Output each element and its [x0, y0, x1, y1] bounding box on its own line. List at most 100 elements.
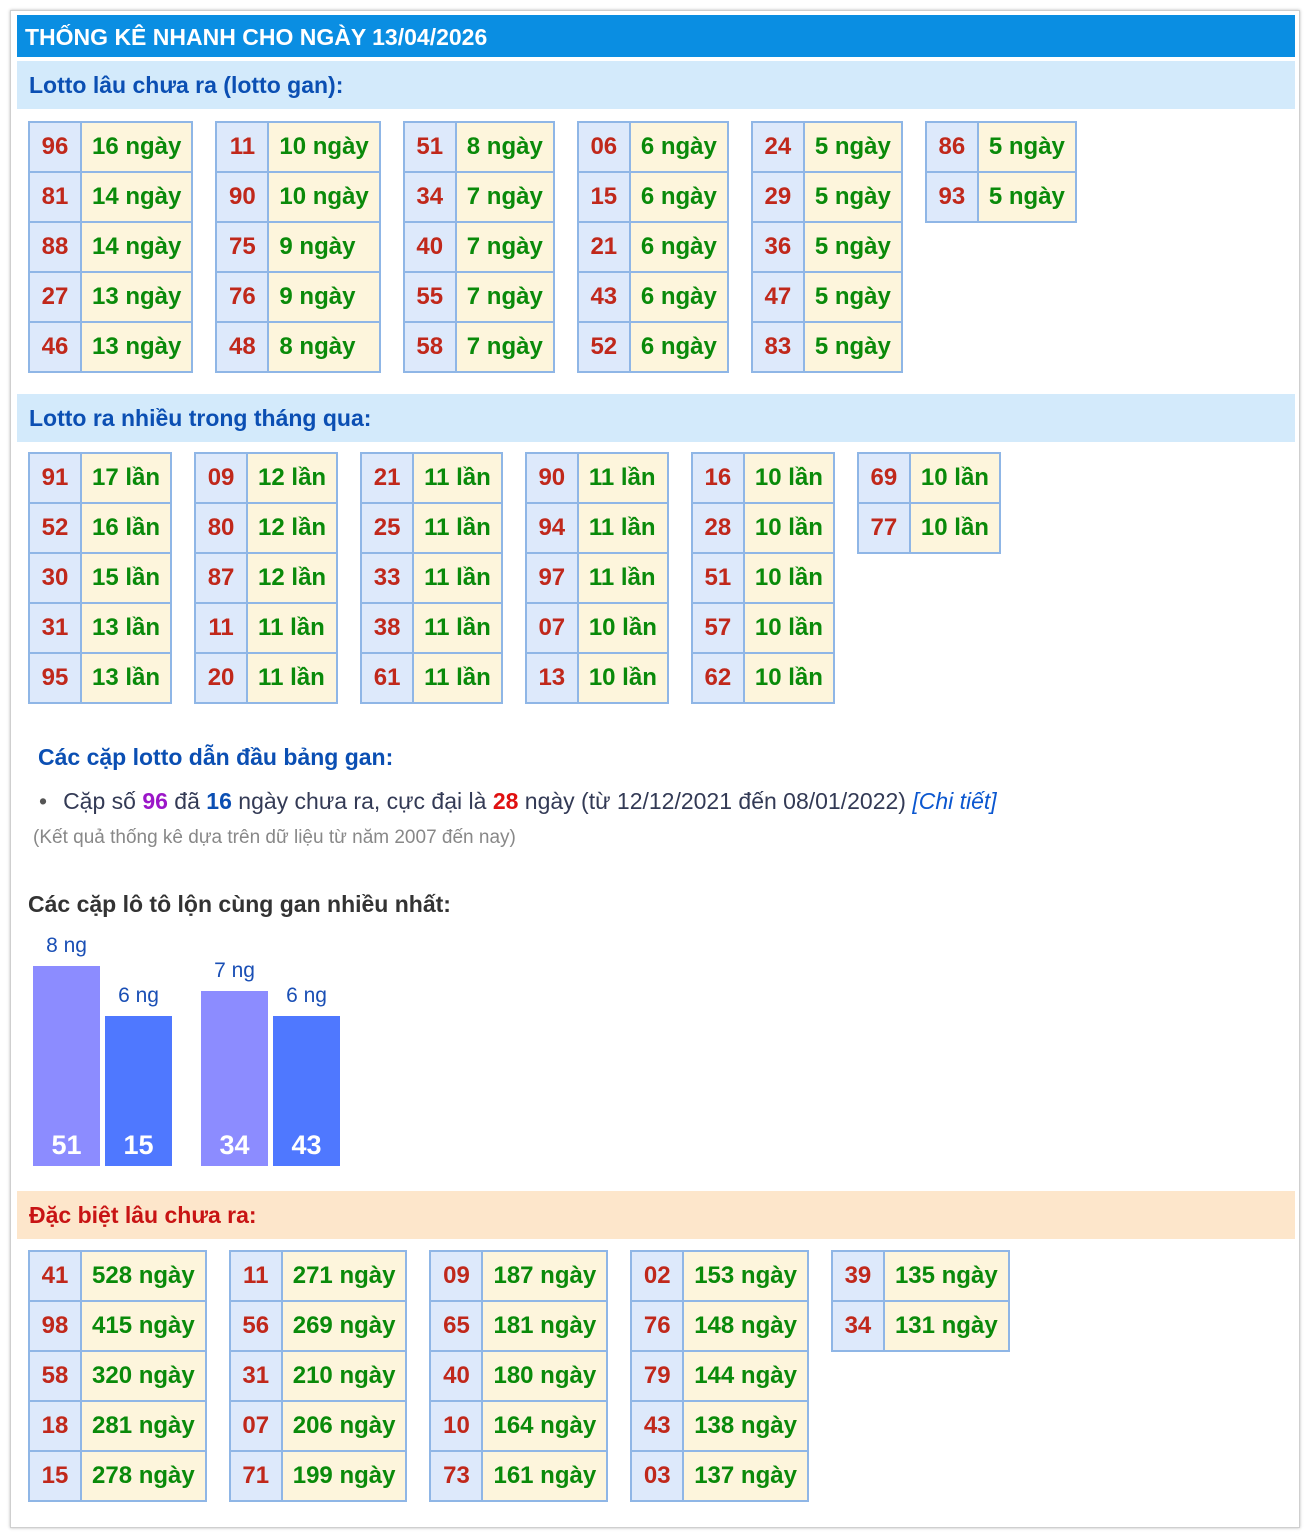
- lotto-value: 13 ngày: [79, 321, 194, 373]
- lotto-value: 16 ngày: [79, 121, 194, 173]
- lotto-number: 43: [630, 1400, 685, 1452]
- lotto-value: 10 lần: [576, 652, 669, 704]
- lotto-value: 12 lần: [246, 552, 339, 604]
- stat-table: 69 10 lần 77 10 lần: [856, 452, 1001, 554]
- lotto-number: 81: [28, 171, 82, 223]
- stat-row: 24 5 ngày: [750, 121, 903, 173]
- lotto-number: 15: [576, 171, 631, 223]
- lotto-number: 83: [750, 321, 805, 373]
- lotto-value: 11 lần: [412, 552, 503, 604]
- stat-row: 34 131 ngày: [830, 1300, 1010, 1352]
- days: 16: [206, 788, 232, 814]
- lotto-number: 11: [228, 1250, 283, 1302]
- lotto-value: 10 lần: [576, 602, 669, 654]
- detail-link[interactable]: [Chi tiết]: [912, 788, 997, 814]
- lotto-number: 95: [28, 652, 82, 704]
- lotto-number: 73: [429, 1450, 484, 1502]
- lotto-value: 8 ngày: [267, 321, 381, 373]
- stat-row: 15 6 ngày: [576, 171, 729, 223]
- lotto-number: 93: [924, 171, 979, 223]
- stat-row: 09 187 ngày: [429, 1250, 609, 1302]
- stat-table: 02 153 ngày 76 148 ngày 79 144 ngày 43 138 ngày…: [630, 1250, 809, 1502]
- lotto-number: 21: [576, 221, 631, 273]
- lotto-number: 47: [750, 271, 805, 323]
- bar-label: 7 ng: [214, 959, 255, 982]
- lotto-value: 10 lần: [742, 602, 835, 654]
- stat-row: 76 148 ngày: [630, 1300, 809, 1352]
- lotto-value: 11 lần: [412, 452, 503, 504]
- stat-table: 39 135 ngày 34 131 ngày: [830, 1250, 1010, 1352]
- lotto-value: 12 lần: [246, 452, 339, 504]
- lotto-number: 09: [429, 1250, 484, 1302]
- lotto-value: 11 lần: [412, 602, 503, 654]
- lotto-value: 5 ngày: [802, 321, 903, 373]
- stat-row: 88 14 ngày: [28, 221, 194, 273]
- stat-row: 77 10 lần: [856, 502, 1001, 554]
- stat-row: 80 12 lần: [194, 502, 339, 554]
- header-title: THỐNG KÊ NHANH CHO NGÀY 13/04/2026: [17, 15, 1295, 57]
- stat-row: 81 14 ngày: [28, 171, 194, 223]
- lotto-number: 11: [215, 121, 270, 173]
- bar-number: 51: [51, 1130, 82, 1160]
- lotto-value: 11 lần: [246, 602, 339, 654]
- pair: 96: [142, 788, 168, 814]
- stat-row: 27 13 ngày: [28, 271, 194, 323]
- lotto-number: 40: [429, 1350, 484, 1402]
- stat-row: 79 144 ngày: [630, 1350, 809, 1402]
- lotto-value: 11 lần: [576, 502, 669, 554]
- lotto-number: 52: [28, 502, 82, 554]
- lotto-value: 6 ngày: [628, 271, 729, 323]
- lotto-number: 88: [28, 221, 82, 273]
- lotto-number: 91: [28, 452, 82, 504]
- stat-table: 51 8 ngày 34 7 ngày 40 7 ngày 55 7 ngày 58 7 ngày: [402, 121, 555, 373]
- lotto-number: 02: [630, 1250, 685, 1302]
- lotto-number: 24: [750, 121, 805, 173]
- lotto-number: 86: [924, 121, 979, 173]
- stat-row: 95 13 lần: [28, 652, 173, 704]
- stat-row: 11 10 ngày: [215, 121, 381, 173]
- lotto-value: 15 lần: [79, 552, 173, 604]
- lotto-value: 5 ngày: [802, 121, 903, 173]
- lotto-number: 51: [402, 121, 457, 173]
- lotto-number: 43: [576, 271, 631, 323]
- stat-row: 51 8 ngày: [402, 121, 555, 173]
- lotto-number: 90: [215, 171, 270, 223]
- lotto-number: 31: [28, 602, 82, 654]
- lotto-value: 144 ngày: [682, 1350, 809, 1402]
- lotto-value: 14 ngày: [79, 171, 194, 223]
- max-days: 28: [492, 788, 519, 814]
- lotto-number: 07: [228, 1400, 283, 1452]
- stat-row: 71 199 ngày: [228, 1450, 408, 1502]
- lotto-number: 34: [402, 171, 457, 223]
- lotto-number: 76: [630, 1300, 685, 1352]
- stat-row: 47 5 ngày: [750, 271, 903, 323]
- lotto-value: 17 lần: [79, 452, 173, 504]
- lotto-number: 10: [429, 1400, 484, 1452]
- bar: [105, 1016, 172, 1166]
- bar-number: 34: [219, 1130, 250, 1160]
- stat-row: 29 5 ngày: [750, 171, 903, 223]
- lotto-value: 13 ngày: [79, 271, 194, 323]
- lotto-value: 210 ngày: [280, 1350, 408, 1402]
- lotto-value: 5 ngày: [976, 171, 1077, 223]
- stat-row: 87 12 lần: [194, 552, 339, 604]
- bar-number: 43: [291, 1130, 322, 1160]
- text: ngày (từ 12/12/2021 đến 08/01/2022): [518, 788, 913, 814]
- lotto-value: 6 ngày: [628, 171, 729, 223]
- text: ngày chưa ra, cực đại là: [231, 788, 493, 814]
- lotto-number: 31: [228, 1350, 283, 1402]
- lotto-number: 94: [524, 502, 579, 554]
- stat-row: 94 11 lần: [524, 502, 669, 554]
- stat-row: 31 210 ngày: [228, 1350, 408, 1402]
- lotto-value: 11 lần: [412, 652, 503, 704]
- stat-row: 13 10 lần: [524, 652, 669, 704]
- lotto-number: 16: [690, 452, 745, 504]
- text: Cặp số: [63, 788, 143, 814]
- lotto-value: 5 ngày: [802, 171, 903, 223]
- stat-row: 83 5 ngày: [750, 321, 903, 373]
- stat-row: 07 206 ngày: [228, 1400, 408, 1452]
- lotto-value: 6 ngày: [628, 121, 729, 173]
- lotto-value: 199 ngày: [280, 1450, 408, 1502]
- lotto-value: 164 ngày: [481, 1400, 609, 1452]
- table-group: 91 17 lần 52 16 lần 30 15 lần 31 13 lần 95 13 lần…: [28, 452, 1001, 704]
